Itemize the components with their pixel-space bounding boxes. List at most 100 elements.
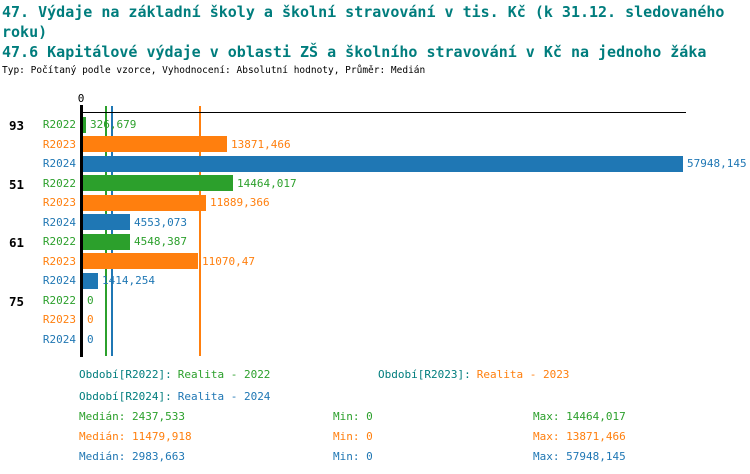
value-label: 326,679 [90, 118, 137, 132]
median-label: Medián: [79, 430, 126, 443]
value-label: 1414,254 [102, 274, 155, 288]
group-label: 51 [9, 176, 25, 192]
max-value: 13871,466 [566, 430, 626, 443]
series-label: R2024 [42, 157, 76, 171]
min-value: 0 [366, 430, 373, 443]
chart-row: R2024 57948,145 [0, 154, 750, 174]
series-label: R2023 [42, 196, 76, 210]
bar-group: 93 R2022 326,679 R2023 13871,466 R2024 57948,1… [0, 115, 750, 174]
median-value: 11479,918 [131, 430, 192, 443]
max-label: Max: [533, 450, 560, 463]
group-label: 61 [9, 235, 25, 250]
value-label: 0 [87, 332, 94, 346]
bar-group: 61 R2022 4548,387 R2023 11070,47 R2024 1414,25… [0, 232, 750, 291]
series-label: R2022 [42, 118, 76, 132]
chart-row: R2022 326,679 [0, 115, 750, 135]
series-label: R2022 [42, 235, 76, 249]
value-label: 14464,017 [237, 176, 297, 190]
min-stat: Min: 0 [333, 430, 373, 443]
group-label: 93 [9, 118, 25, 133]
legend-value: Realita - 2023 [476, 368, 570, 381]
median-line-r2024 [111, 106, 113, 356]
value-bar [83, 272, 98, 289]
legend-value: Realita - 2024 [177, 390, 271, 403]
value-label: 57948,145 [687, 157, 747, 171]
value-bar [83, 116, 86, 133]
page-title-line1: 47. Výdaje na základní školy a školní st… [2, 3, 725, 41]
value-label: 0 [87, 293, 94, 307]
x-axis-line [80, 112, 686, 113]
chart-row: R2022 14464,017 [0, 174, 750, 194]
legend-prefix: Období[R2023]: [378, 368, 471, 381]
group-label: 75 [9, 293, 25, 309]
page-title: 47. Výdaje na základní školy a školní st… [2, 2, 748, 62]
value-label: 4553,073 [134, 215, 187, 229]
median-stat: Medián: 2983,663 [79, 450, 185, 463]
min-stat: Min: 0 [333, 450, 373, 463]
chart-row: R2023 0 [0, 310, 750, 330]
median-value: 2437,533 [131, 410, 185, 423]
chart-row: R2022 0 [0, 291, 750, 311]
legend-item-r2022: Období[R2022]: Realita - 2022 [79, 368, 270, 381]
max-label: Max: [533, 430, 560, 443]
value-label: 13871,466 [231, 137, 291, 151]
chart-row: R2024 0 [0, 330, 750, 350]
bar-group: 75 R2022 0 R2023 0 R2024 0 [0, 291, 750, 350]
min-stat: Min: 0 [333, 410, 373, 423]
median-stat: Medián: 11479,918 [79, 430, 192, 443]
chart-row: R2023 11889,366 [0, 193, 750, 213]
series-label: R2023 [42, 313, 76, 327]
series-label: R2023 [42, 254, 76, 268]
value-label: 4548,387 [134, 235, 187, 249]
median-label: Medián: [79, 410, 126, 423]
value-bar [83, 214, 130, 231]
median-value: 2983,663 [131, 450, 185, 463]
value-bar [83, 194, 206, 211]
value-bar [83, 253, 198, 270]
max-value: 57948,145 [566, 450, 626, 463]
max-value: 14464,017 [566, 410, 626, 423]
max-stat: Max: 13871,466 [533, 430, 626, 443]
series-label: R2023 [42, 137, 76, 151]
chart-row: R2024 1414,254 [0, 271, 750, 291]
chart-row: R2023 11070,47 [0, 252, 750, 272]
median-line-r2023 [199, 106, 201, 356]
legend-item-r2023: Období[R2023]: Realita - 2023 [378, 368, 569, 381]
max-stat: Max: 57948,145 [533, 450, 626, 463]
bar-group: 51 R2022 14464,017 R2023 11889,366 R2024 4553,… [0, 174, 750, 233]
median-line-r2022 [105, 106, 107, 356]
min-label: Min: [333, 450, 360, 463]
value-bar [83, 155, 683, 172]
series-label: R2024 [42, 332, 76, 346]
x-axis-zero-tick-label: 0 [77, 92, 85, 105]
series-label: R2022 [42, 293, 76, 307]
bar-groups: 93 R2022 326,679 R2023 13871,466 R2024 57948,1… [0, 115, 750, 349]
min-label: Min: [333, 430, 360, 443]
chart-row: R2022 4548,387 [0, 232, 750, 252]
value-label: 11889,366 [210, 196, 270, 210]
value-label: 11070,47 [202, 254, 255, 268]
series-label: R2024 [42, 274, 76, 288]
legend-value: Realita - 2022 [177, 368, 271, 381]
chart-row: R2023 13871,466 [0, 135, 750, 155]
legend-item-r2024: Období[R2024]: Realita - 2024 [79, 390, 270, 403]
y-axis-line [80, 105, 83, 357]
max-stat: Max: 14464,017 [533, 410, 626, 423]
series-label: R2024 [42, 215, 76, 229]
max-label: Max: [533, 410, 560, 423]
min-label: Min: [333, 410, 360, 423]
median-stat: Medián: 2437,533 [79, 410, 185, 423]
value-label: 0 [87, 313, 94, 327]
value-bar [83, 175, 233, 192]
value-bar [83, 233, 130, 250]
page-subtitle: Typ: Počítaný podle vzorce, Vyhodnocení:… [2, 65, 426, 76]
min-value: 0 [366, 410, 373, 423]
series-label: R2022 [42, 176, 76, 190]
min-value: 0 [366, 450, 373, 463]
median-label: Medián: [79, 450, 126, 463]
legend-prefix: Období[R2022]: [79, 368, 172, 381]
value-bar [83, 136, 227, 153]
legend-prefix: Období[R2024]: [79, 390, 172, 403]
page-title-line2: 47.6 Kapitálové výdaje v oblasti ZŠ a šk… [2, 43, 707, 61]
